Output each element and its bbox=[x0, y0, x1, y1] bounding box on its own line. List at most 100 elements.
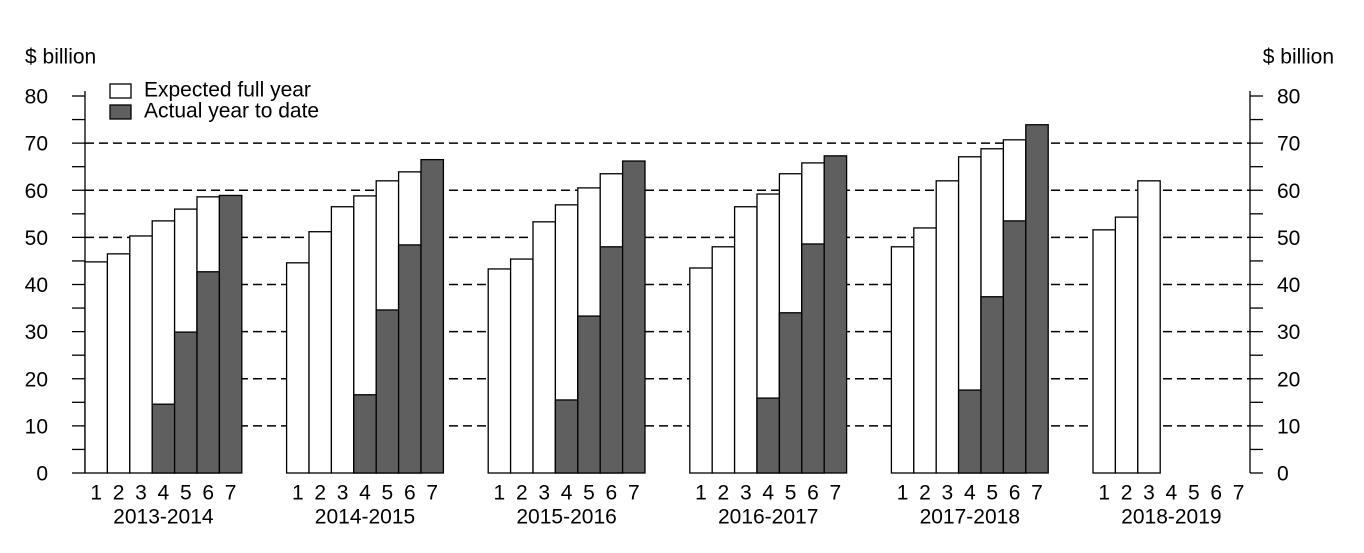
x-tick-label: 7 bbox=[1233, 482, 1245, 505]
bar bbox=[129, 235, 153, 474]
x-tick-label: 7 bbox=[225, 482, 237, 505]
y-tick-label: 10 bbox=[25, 415, 48, 438]
legend-swatch bbox=[109, 104, 132, 120]
x-tick-label: 6 bbox=[606, 482, 618, 505]
group-label: 2015-2016 bbox=[516, 506, 616, 529]
y2-tick-label: 10 bbox=[1277, 415, 1300, 438]
x-tick-label: 3 bbox=[135, 482, 147, 505]
bar bbox=[823, 155, 848, 474]
bar bbox=[913, 227, 937, 474]
group-label: 2014-2015 bbox=[315, 506, 415, 529]
bar bbox=[487, 268, 512, 474]
bar bbox=[106, 253, 131, 474]
y2-tick-label: 20 bbox=[1277, 368, 1300, 391]
bar bbox=[756, 397, 781, 474]
bar bbox=[621, 160, 646, 474]
y2-tick-label: 0 bbox=[1277, 463, 1289, 486]
bar bbox=[308, 231, 333, 474]
legend-swatch bbox=[109, 83, 132, 99]
x-tick-label: 1 bbox=[494, 482, 506, 505]
x-tick-label: 7 bbox=[628, 482, 640, 505]
y-axis-label: $ billion bbox=[25, 46, 96, 69]
y2-axis-label: $ billion bbox=[1263, 46, 1334, 69]
x-tick-label: 4 bbox=[561, 482, 573, 505]
bar bbox=[509, 258, 534, 474]
x-tick-label: 4 bbox=[1166, 482, 1178, 505]
x-tick-label: 1 bbox=[897, 482, 909, 505]
y-tick-label: 50 bbox=[25, 227, 48, 250]
x-tick-label: 7 bbox=[830, 482, 842, 505]
x-tick-label: 1 bbox=[1098, 482, 1110, 505]
bar bbox=[196, 271, 221, 474]
y2-tick-label: 70 bbox=[1277, 133, 1300, 156]
bar bbox=[689, 267, 713, 474]
x-tick-label: 5 bbox=[180, 482, 192, 505]
x-tick-label: 5 bbox=[986, 482, 998, 505]
x-tick-label: 2 bbox=[919, 482, 931, 505]
bar bbox=[218, 194, 243, 474]
x-tick-label: 4 bbox=[964, 482, 976, 505]
x-tick-label: 7 bbox=[426, 482, 438, 505]
x-tick-label: 1 bbox=[695, 482, 707, 505]
bar bbox=[935, 180, 960, 474]
bar bbox=[330, 206, 355, 474]
x-tick-label: 2 bbox=[1121, 482, 1133, 505]
x-tick-label: 6 bbox=[404, 482, 416, 505]
y-tick-label: 70 bbox=[25, 133, 48, 156]
bar bbox=[173, 331, 198, 474]
x-tick-label: 5 bbox=[382, 482, 394, 505]
bar bbox=[1092, 229, 1117, 474]
y2-tick-label: 30 bbox=[1277, 321, 1300, 344]
x-tick-label: 1 bbox=[90, 482, 102, 505]
y-tick-label: 30 bbox=[25, 321, 48, 344]
x-tick-label: 4 bbox=[762, 482, 774, 505]
bar bbox=[285, 262, 310, 474]
x-tick-label: 5 bbox=[1188, 482, 1200, 505]
bar bbox=[375, 309, 400, 474]
x-tick-label: 2 bbox=[516, 482, 528, 505]
bar bbox=[554, 399, 579, 474]
x-tick-label: 6 bbox=[807, 482, 819, 505]
group-label: 2016-2017 bbox=[718, 506, 818, 529]
x-tick-label: 3 bbox=[1143, 482, 1155, 505]
x-tick-label: 7 bbox=[1031, 482, 1043, 505]
x-tick-label: 3 bbox=[337, 482, 349, 505]
y2-tick-label: 80 bbox=[1277, 86, 1300, 109]
x-tick-label: 6 bbox=[202, 482, 214, 505]
y-tick-label: 60 bbox=[25, 180, 48, 203]
x-tick-label: 6 bbox=[1210, 482, 1222, 505]
bar bbox=[778, 312, 803, 474]
bar bbox=[801, 243, 825, 474]
bar bbox=[1025, 124, 1049, 474]
y-tick-label: 40 bbox=[25, 274, 48, 297]
bar bbox=[1137, 180, 1161, 474]
bar bbox=[151, 403, 176, 474]
x-tick-label: 3 bbox=[942, 482, 954, 505]
bar bbox=[353, 394, 377, 474]
y-tick-label: 0 bbox=[36, 463, 48, 486]
legend-label: Actual year to date bbox=[144, 100, 319, 123]
x-tick-label: 2 bbox=[113, 482, 125, 505]
y-tick-label: 20 bbox=[25, 368, 48, 391]
bar bbox=[1002, 220, 1027, 474]
bar bbox=[420, 158, 445, 474]
group-label: 2017-2018 bbox=[920, 506, 1020, 529]
group-label: 2013-2014 bbox=[113, 506, 214, 529]
x-tick-label: 2 bbox=[314, 482, 326, 505]
x-tick-label: 1 bbox=[292, 482, 304, 505]
bar bbox=[980, 296, 1005, 474]
group-label: 2018-2019 bbox=[1121, 506, 1221, 529]
bar bbox=[599, 246, 624, 474]
x-tick-label: 6 bbox=[1009, 482, 1021, 505]
y-tick-label: 80 bbox=[25, 86, 48, 109]
x-tick-label: 4 bbox=[158, 482, 170, 505]
y2-tick-label: 40 bbox=[1277, 274, 1300, 297]
x-tick-label: 3 bbox=[740, 482, 752, 505]
bar bbox=[577, 315, 601, 474]
x-tick-label: 5 bbox=[583, 482, 595, 505]
bar bbox=[957, 389, 982, 474]
x-tick-label: 2 bbox=[718, 482, 730, 505]
x-tick-label: 3 bbox=[538, 482, 550, 505]
legend-label: Expected full year bbox=[144, 79, 311, 102]
